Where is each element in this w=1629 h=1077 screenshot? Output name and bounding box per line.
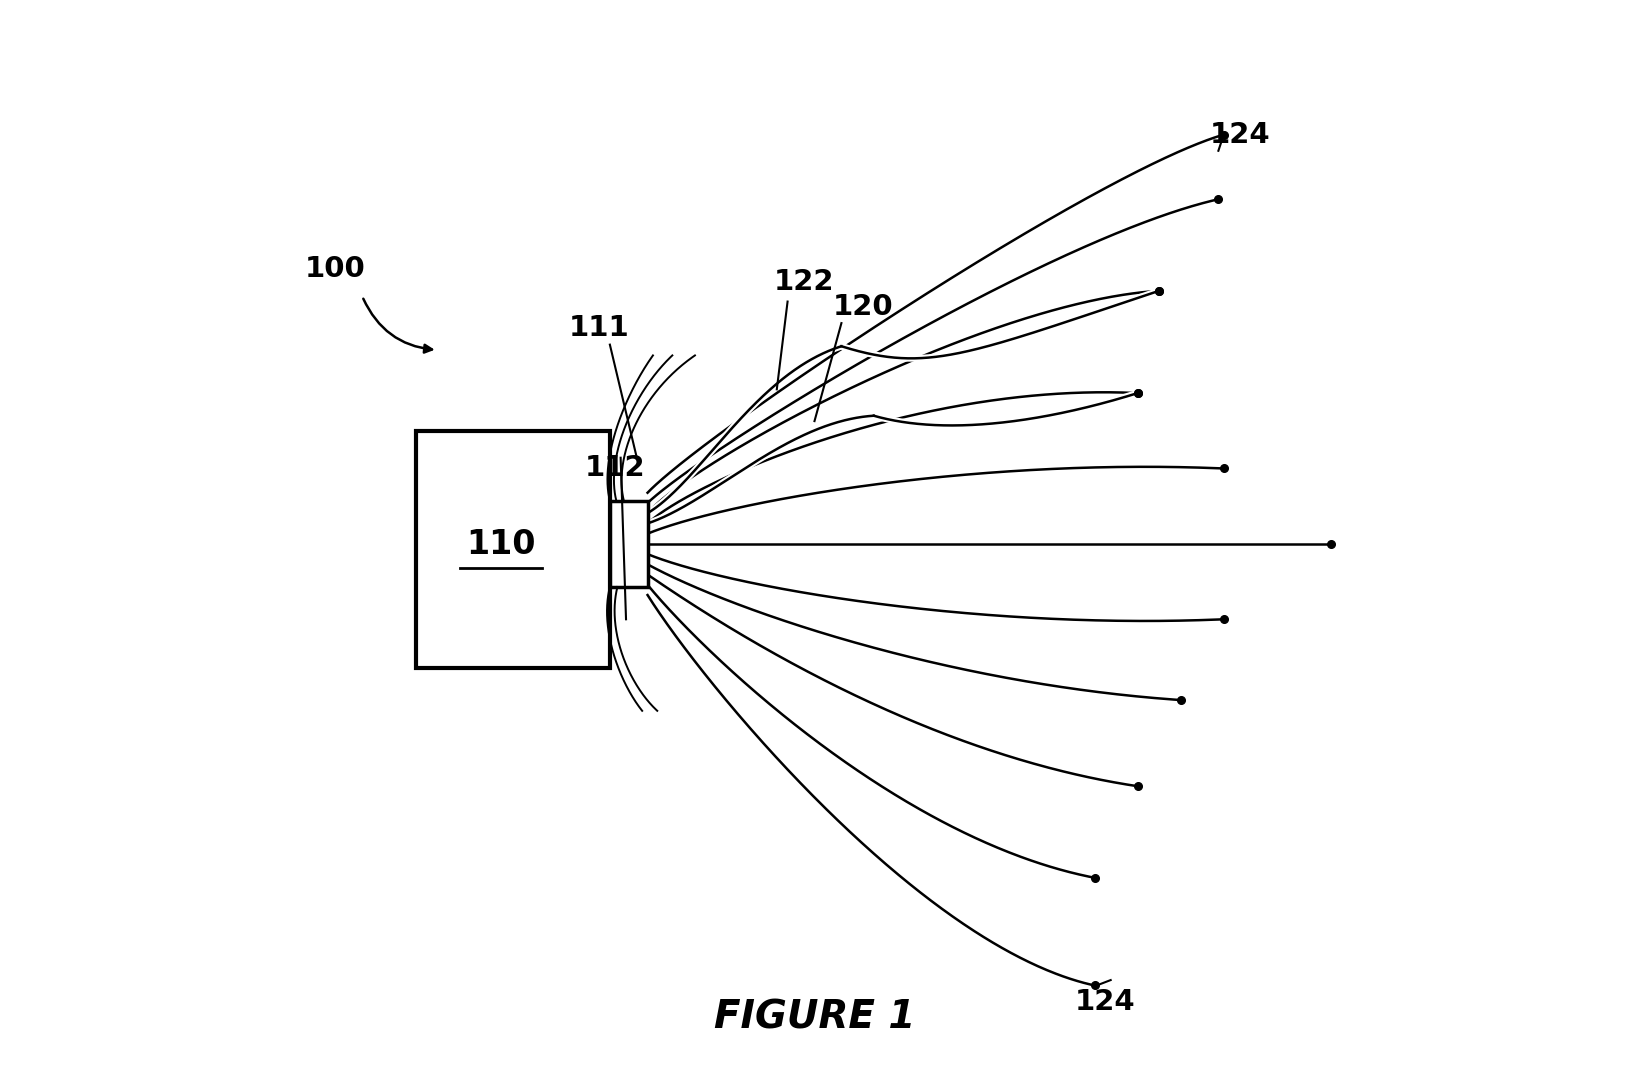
Text: 100: 100 [305, 255, 365, 283]
Text: FIGURE 1: FIGURE 1 [714, 998, 915, 1037]
Text: 120: 120 [832, 293, 893, 321]
Text: 111: 111 [569, 314, 629, 342]
Text: 124: 124 [1210, 121, 1271, 149]
Text: 124: 124 [1075, 988, 1135, 1016]
Bar [609, 501, 648, 587]
Text: 110: 110 [466, 528, 536, 561]
Bar [415, 431, 609, 668]
Text: 122: 122 [774, 268, 834, 296]
Text: 112: 112 [585, 454, 645, 482]
